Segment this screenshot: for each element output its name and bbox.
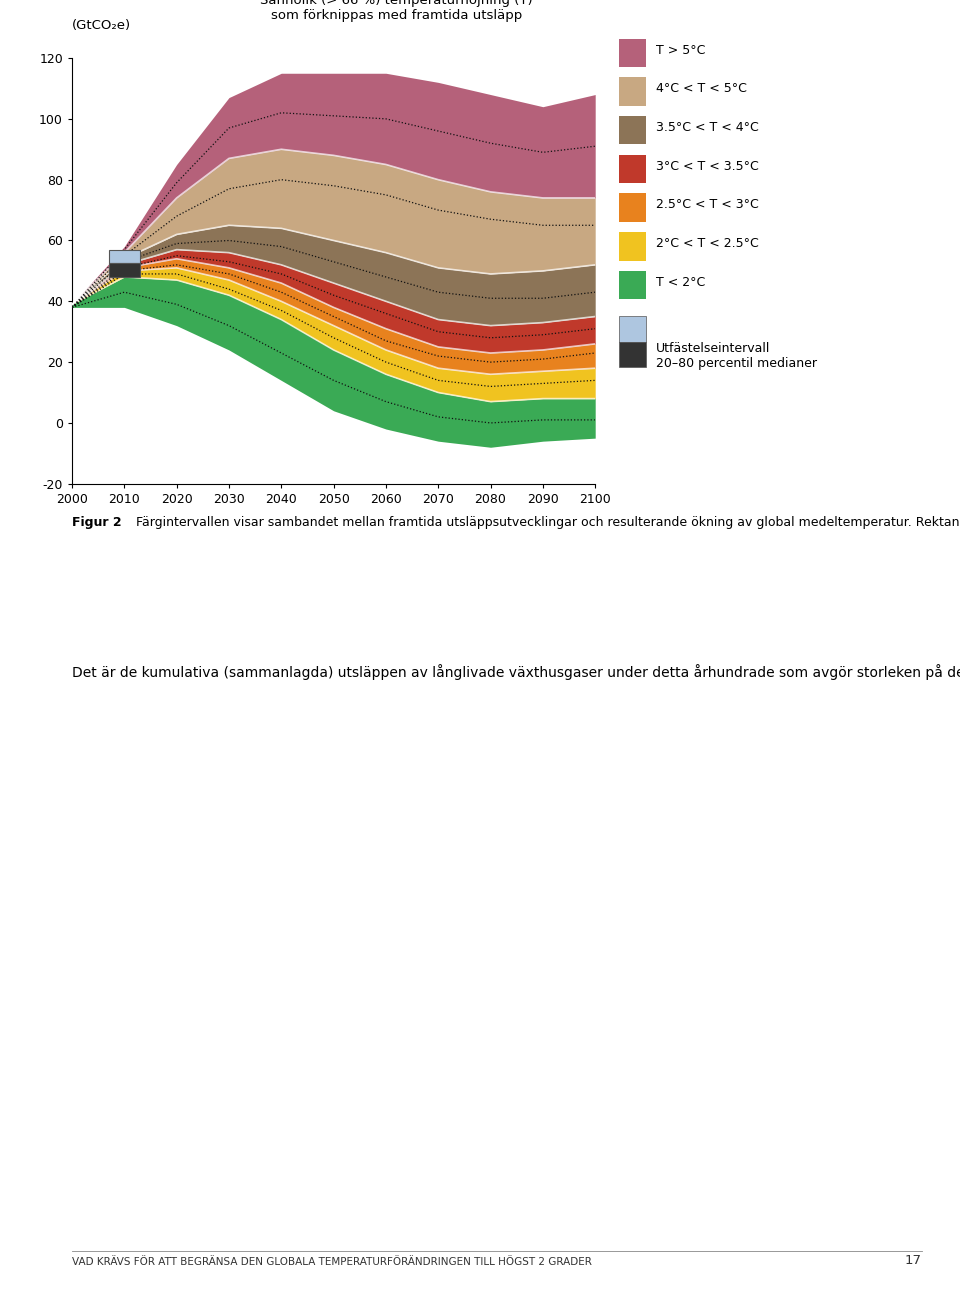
Text: 17: 17 [904,1254,922,1267]
Text: VAD KRÄVS FÖR ATT BEGRÄNSA DEN GLOBALA TEMPERATURFÖRÄNDRINGEN TILL HÖGST 2 GRADE: VAD KRÄVS FÖR ATT BEGRÄNSA DEN GLOBALA T… [72,1256,592,1267]
Bar [108,250,140,263]
Text: T < 2°C: T < 2°C [656,276,705,289]
Text: 4°C < T < 5°C: 4°C < T < 5°C [656,83,747,95]
Text: Figur 2: Figur 2 [72,516,122,529]
Text: Det är de kumulativa (sammanlagda) utsläppen av långlivade växthusgaser under de: Det är de kumulativa (sammanlagda) utslä… [72,664,960,680]
Text: T > 5°C: T > 5°C [656,44,705,57]
Text: Färgintervallen visar sambandet mellan framtida utsläppsutvecklingar och resulte: Färgintervallen visar sambandet mellan f… [132,516,960,529]
Bar [108,263,140,277]
Text: (GtCO₂e): (GtCO₂e) [72,19,132,32]
Text: 3.5°C < T < 4°C: 3.5°C < T < 4°C [656,121,758,134]
Text: Utfästelseintervall
20–80 percentil medianer: Utfästelseintervall 20–80 percentil medi… [656,342,817,370]
Text: Sannolik (> 66 %) temperaturhöjning (T)
som förknippas med framtida utsläpp: Sannolik (> 66 %) temperaturhöjning (T) … [260,0,533,22]
Text: 3°C < T < 3.5°C: 3°C < T < 3.5°C [656,160,758,173]
Text: 2°C < T < 2.5°C: 2°C < T < 2.5°C [656,237,758,250]
Text: 2.5°C < T < 3°C: 2.5°C < T < 3°C [656,199,758,212]
